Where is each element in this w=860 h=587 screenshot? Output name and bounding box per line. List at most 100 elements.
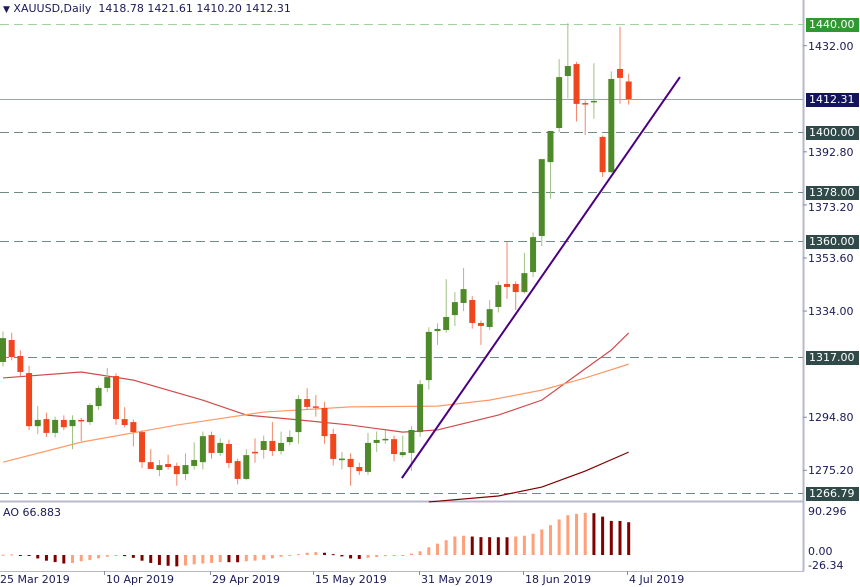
moving-average-ma_mid [2, 363, 629, 463]
candle-body [199, 436, 206, 463]
candle-body [95, 387, 102, 407]
symbol-label: XAUUSD,Daily [13, 2, 92, 15]
ao-bar [427, 547, 431, 555]
candle-body [538, 159, 545, 237]
ao-bar [270, 555, 274, 559]
ao-bar [1, 554, 5, 556]
candle-body [26, 373, 33, 427]
ao-bar [62, 555, 66, 564]
ao-bar [10, 554, 14, 556]
ao-axis-zero: 0.00 [808, 545, 833, 558]
moving-average-ma_slow [428, 451, 629, 503]
ao-bar [601, 516, 605, 555]
high-value: 1421.61 [147, 2, 193, 15]
candle-body [269, 441, 276, 452]
candle-body [477, 322, 484, 326]
candle-body [52, 419, 59, 433]
ao-bar [357, 555, 361, 559]
ao-bar [157, 555, 161, 565]
price-tick-label: 1294.80 [808, 411, 854, 425]
candle-body [182, 465, 189, 475]
ao-bar [27, 555, 31, 556]
candle-body [399, 452, 406, 456]
candle-body [338, 458, 345, 461]
ao-indicator-label: AO 66.883 [3, 506, 61, 519]
ao-bar [557, 519, 561, 555]
price-tick-label: 1392.80 [808, 145, 854, 159]
price-tick-label: 1334.00 [808, 305, 854, 319]
price-level-label: 1400.00 [806, 125, 859, 140]
candle-body [356, 467, 363, 472]
ao-bar [366, 555, 370, 558]
candle-body [321, 407, 328, 437]
ao-bar [140, 555, 144, 561]
candle-body [347, 458, 354, 468]
candle-body [547, 130, 554, 163]
price-tick-label: 1275.20 [808, 464, 854, 478]
triangle-down-icon[interactable]: ▼ [3, 5, 10, 15]
ao-bar [97, 555, 101, 559]
ao-bar [522, 535, 526, 555]
ao-bar [18, 555, 22, 556]
date-label: 4 Jul 2019 [629, 573, 685, 586]
candle-body [225, 444, 232, 463]
candle-body [330, 433, 337, 459]
ao-bar [383, 555, 387, 557]
candle-body [443, 317, 450, 331]
candle-body [364, 442, 371, 472]
date-label: 29 Apr 2019 [212, 573, 281, 586]
ao-bar [462, 535, 466, 555]
candle-body [147, 462, 154, 469]
ao-bar [392, 555, 396, 556]
candle-body [8, 340, 15, 358]
open-value: 1418.78 [98, 2, 144, 15]
candle-body [382, 438, 389, 441]
candle-body [112, 376, 119, 420]
candle-body [234, 461, 241, 479]
ao-bar [540, 529, 544, 555]
ao-bar [210, 555, 214, 563]
candle-body [625, 81, 632, 99]
ao-bar [296, 554, 300, 556]
candle-body [417, 384, 424, 433]
candle-body [60, 419, 67, 428]
ao-bar [123, 555, 127, 557]
ao-bar [175, 555, 179, 567]
chart-header: ▼ XAUUSD,Daily 1418.78 1421.61 1410.20 1… [3, 2, 291, 15]
ao-bar [349, 555, 353, 559]
candle-body [139, 432, 146, 463]
ao-bar [166, 555, 170, 566]
candle-body [286, 436, 293, 443]
ao-bar [79, 555, 83, 562]
ao-bar [627, 522, 631, 555]
date-label: 31 May 2019 [421, 573, 493, 586]
price-tick-label: 1432.00 [808, 39, 854, 53]
candle-body [486, 309, 493, 328]
candle-body [582, 103, 589, 105]
candle-body [521, 273, 528, 293]
ao-bar [514, 536, 518, 555]
candle-body [391, 439, 398, 455]
ao-bar [609, 520, 613, 555]
ao-bar [505, 537, 509, 555]
ao-bar [592, 513, 596, 555]
ao-bar [201, 555, 205, 564]
ao-bar [218, 555, 222, 563]
ao-bar [279, 555, 283, 557]
ao-bar [253, 555, 257, 561]
candle-body [434, 328, 441, 332]
ao-bar [244, 555, 248, 562]
ao-bar [331, 554, 335, 556]
ao-bar [71, 555, 75, 563]
ao-bar [44, 555, 48, 561]
ao-bar [618, 520, 622, 555]
candle-body [616, 68, 623, 78]
candle-body [469, 299, 476, 323]
price-level-label: 1378.00 [806, 185, 859, 200]
ao-bar [575, 513, 579, 555]
candle-body [504, 283, 511, 287]
candle-body [451, 302, 458, 316]
candle-body [512, 283, 519, 293]
candle-body [460, 289, 467, 303]
